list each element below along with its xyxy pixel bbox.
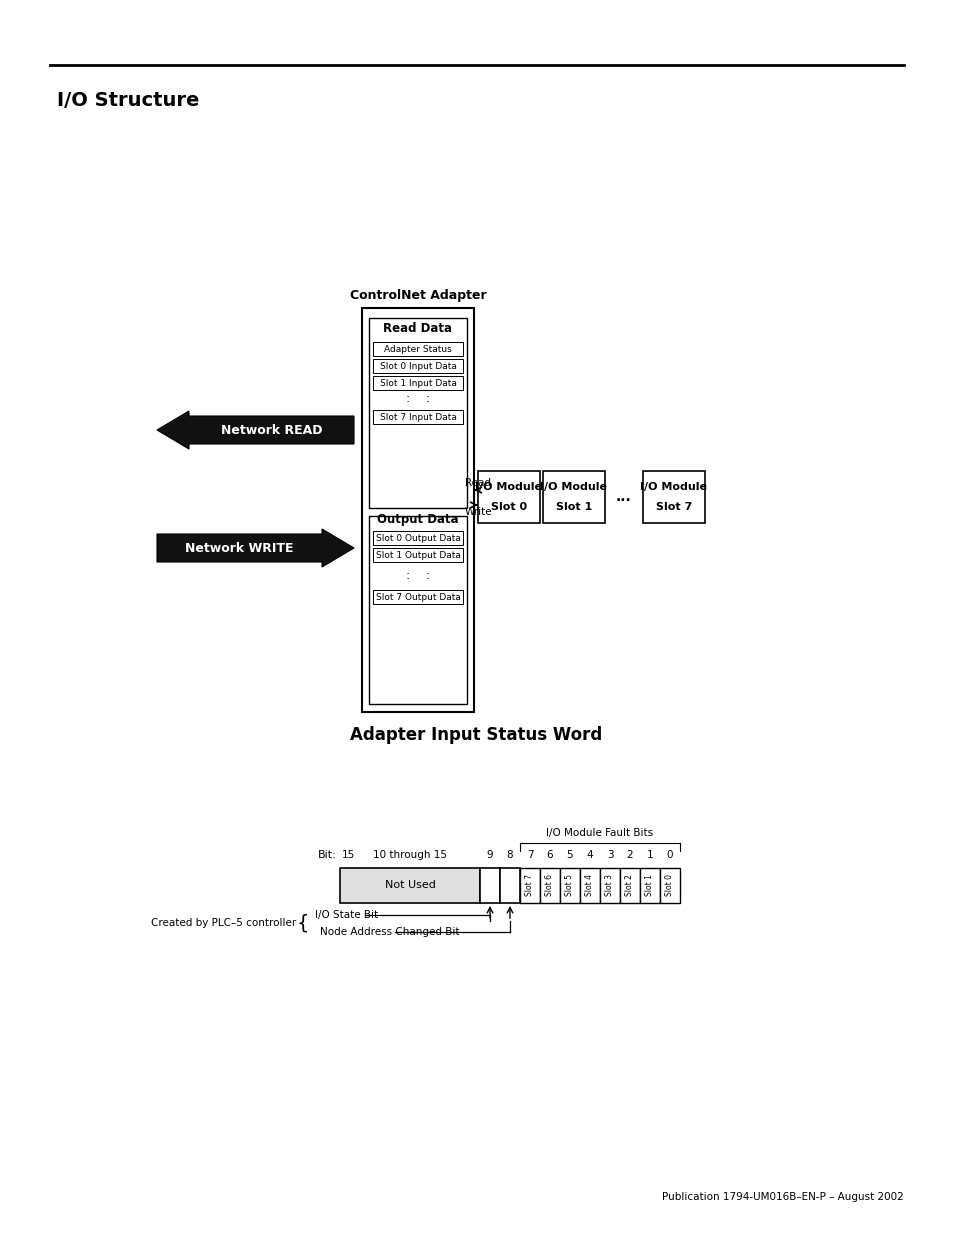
Text: I/O Module: I/O Module — [639, 482, 707, 492]
Bar — [479, 868, 499, 903]
Text: ...: ... — [616, 490, 631, 504]
Text: 4: 4 — [586, 850, 593, 860]
Bar — [559, 868, 579, 903]
Text: :: : — [405, 391, 410, 405]
Bar — [477, 471, 539, 522]
Text: 0: 0 — [666, 850, 673, 860]
Text: Slot 0 Output Data: Slot 0 Output Data — [375, 534, 460, 542]
Text: Slot 7: Slot 7 — [525, 874, 534, 897]
Text: 7: 7 — [526, 850, 533, 860]
Text: Slot 7 Output Data: Slot 7 Output Data — [375, 593, 460, 601]
Bar — [639, 868, 659, 903]
Text: Network WRITE: Network WRITE — [185, 541, 294, 555]
Bar — [659, 868, 679, 903]
Text: I/O Structure: I/O Structure — [57, 90, 199, 110]
Text: Read: Read — [464, 478, 491, 488]
Text: :: : — [405, 568, 410, 582]
Text: Node Address Changed Bit: Node Address Changed Bit — [319, 927, 459, 937]
Text: Output Data: Output Data — [376, 513, 458, 526]
Text: Slot 1 Output Data: Slot 1 Output Data — [375, 551, 460, 559]
Text: Not Used: Not Used — [384, 881, 435, 890]
Text: Slot 2: Slot 2 — [625, 874, 634, 897]
Text: Slot 7 Input Data: Slot 7 Input Data — [379, 412, 456, 421]
Bar — [373, 342, 462, 356]
Text: 5: 5 — [566, 850, 573, 860]
Text: I/O Module: I/O Module — [540, 482, 607, 492]
Polygon shape — [157, 529, 354, 567]
Bar — [339, 868, 479, 903]
Text: :: : — [425, 568, 430, 582]
Text: 6: 6 — [546, 850, 553, 860]
Text: Slot 1: Slot 1 — [645, 874, 654, 897]
Bar — [373, 590, 462, 604]
Text: Slot 4: Slot 4 — [585, 874, 594, 897]
Text: 15: 15 — [341, 850, 355, 860]
Bar — [373, 531, 462, 545]
Text: 1: 1 — [646, 850, 653, 860]
Text: ControlNet Adapter: ControlNet Adapter — [350, 289, 486, 301]
Text: Write: Write — [464, 508, 492, 517]
Bar — [642, 471, 704, 522]
Text: I/O Module Fault Bits: I/O Module Fault Bits — [546, 827, 653, 839]
Text: Slot 1: Slot 1 — [556, 501, 592, 513]
Bar — [361, 308, 474, 713]
Polygon shape — [157, 411, 354, 450]
Text: Slot 3: Slot 3 — [605, 874, 614, 897]
Text: Adapter Status: Adapter Status — [384, 345, 452, 353]
Text: Read Data: Read Data — [383, 321, 452, 335]
Bar — [373, 548, 462, 562]
Text: I/O Module: I/O Module — [475, 482, 542, 492]
Bar — [373, 410, 462, 424]
Bar — [539, 868, 559, 903]
Bar — [373, 375, 462, 390]
Text: Slot 0: Slot 0 — [491, 501, 526, 513]
Text: :: : — [425, 391, 430, 405]
Text: Adapter Input Status Word: Adapter Input Status Word — [350, 726, 601, 743]
Text: Slot 1 Input Data: Slot 1 Input Data — [379, 378, 456, 388]
Bar — [619, 868, 639, 903]
Text: 8: 8 — [506, 850, 513, 860]
Bar — [542, 471, 604, 522]
Bar — [369, 317, 467, 508]
Bar — [519, 868, 539, 903]
Text: 9: 9 — [486, 850, 493, 860]
Text: Slot 5: Slot 5 — [565, 874, 574, 897]
Bar — [599, 868, 619, 903]
Text: Bit:: Bit: — [318, 850, 336, 860]
Text: Slot 0: Slot 0 — [665, 874, 674, 897]
Text: {: { — [296, 914, 309, 932]
Bar — [369, 516, 467, 704]
Text: Network READ: Network READ — [220, 424, 322, 436]
Bar — [373, 359, 462, 373]
Text: Slot 0 Input Data: Slot 0 Input Data — [379, 362, 456, 370]
Text: 3: 3 — [606, 850, 613, 860]
Text: I/O State Bit: I/O State Bit — [314, 910, 377, 920]
Text: Slot 6: Slot 6 — [545, 874, 554, 897]
Text: 10 through 15: 10 through 15 — [373, 850, 447, 860]
Text: Publication 1794-UM016B–EN-P – August 2002: Publication 1794-UM016B–EN-P – August 20… — [661, 1192, 903, 1202]
Text: Created by PLC–5 controller: Created by PLC–5 controller — [151, 918, 295, 927]
Text: 2: 2 — [626, 850, 633, 860]
Bar — [579, 868, 599, 903]
Text: Slot 7: Slot 7 — [655, 501, 691, 513]
Bar — [499, 868, 519, 903]
